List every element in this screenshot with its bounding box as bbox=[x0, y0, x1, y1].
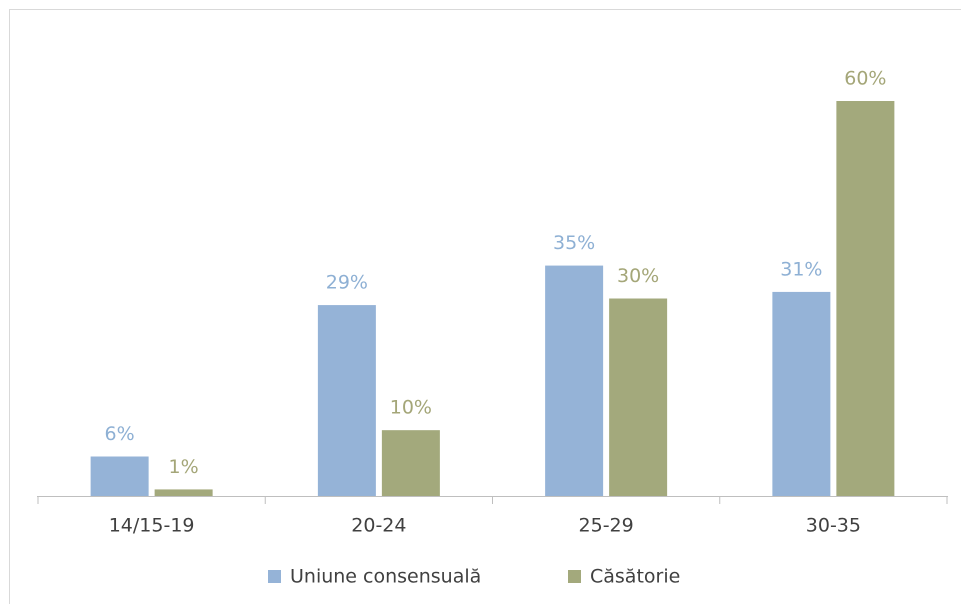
value-label: 35% bbox=[553, 232, 595, 254]
legend-label: Căsătorie bbox=[590, 566, 680, 588]
value-label: 10% bbox=[390, 397, 432, 419]
bar bbox=[836, 101, 895, 496]
bar bbox=[90, 456, 149, 496]
legend-swatch bbox=[268, 570, 281, 583]
bar bbox=[545, 265, 604, 496]
bar bbox=[317, 305, 376, 496]
chart-border bbox=[9, 9, 961, 604]
value-label: 6% bbox=[105, 423, 135, 445]
value-label: 60% bbox=[844, 68, 886, 90]
value-label: 1% bbox=[169, 456, 199, 478]
x-tick-label: 25-29 bbox=[579, 515, 634, 537]
x-tick-label: 14/15-19 bbox=[109, 515, 195, 537]
value-label: 30% bbox=[617, 265, 659, 287]
value-label: 31% bbox=[780, 258, 822, 280]
legend-swatch bbox=[568, 570, 581, 583]
value-label: 29% bbox=[326, 272, 368, 294]
bar bbox=[381, 430, 440, 496]
x-tick-label: 20-24 bbox=[351, 515, 406, 537]
bar bbox=[772, 291, 831, 496]
bar bbox=[609, 298, 668, 496]
legend-label: Uniune consensuală bbox=[290, 566, 481, 588]
bar bbox=[154, 489, 213, 496]
x-tick-label: 30-35 bbox=[806, 515, 861, 537]
